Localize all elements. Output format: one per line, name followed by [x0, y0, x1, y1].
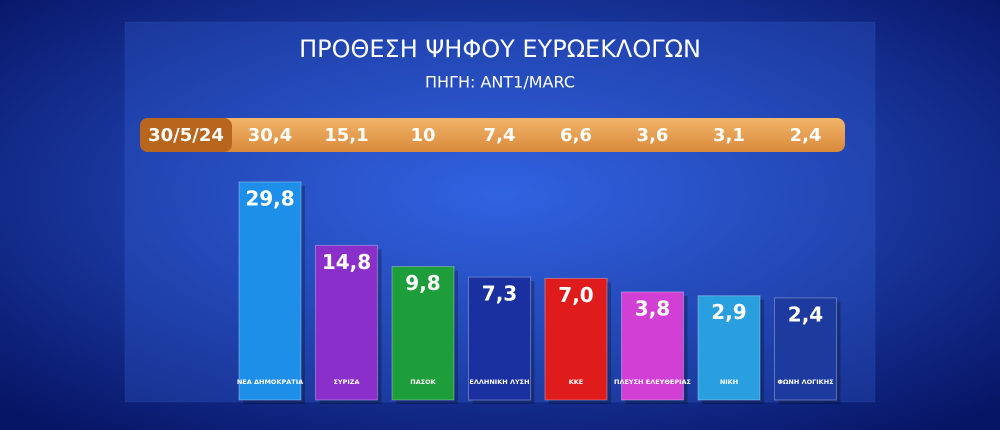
bar-value-label: 3,8 — [635, 296, 670, 320]
bar-value-label: 2,4 — [788, 302, 823, 326]
party-name: ΚΚΕ — [569, 378, 584, 386]
chart-subtitle: ΠΗΓΗ: ANT1/MARC — [425, 73, 575, 92]
previous-value: 10 — [410, 125, 435, 146]
bar-value-label: 7,3 — [482, 282, 517, 306]
previous-row — [140, 118, 845, 152]
bar — [697, 295, 761, 401]
previous-value: 30,4 — [248, 125, 292, 146]
bar-value-label: 7,0 — [558, 283, 593, 307]
party-name: ΝΕΑ ΔΗΜΟΚΡΑΤΙΑ — [237, 378, 303, 386]
previous-value: 3,6 — [637, 125, 669, 146]
bar — [544, 277, 608, 401]
previous-value: 2,4 — [790, 125, 822, 146]
bar — [315, 244, 378, 401]
bar-value-label: 14,8 — [322, 250, 371, 274]
previous-value: 3,1 — [713, 125, 745, 146]
previous-value: 15,1 — [324, 125, 368, 146]
previous-value: 6,6 — [560, 125, 592, 146]
party-name: ΦΩΝΗ ΛΟΓΙΚΗΣ — [777, 378, 833, 386]
previous-date-box — [140, 118, 232, 152]
party-name: ΕΛΛΗΝΙΚΗ ΛΥΣΗ — [469, 378, 529, 386]
bar-value-label: 2,9 — [711, 300, 746, 324]
party-name: ΠΛΕΥΣΗ ΕΛΕΥΘΕΡΙΑΣ — [614, 378, 691, 386]
bar — [774, 297, 837, 401]
party-name: ΠΑΣΟΚ — [410, 378, 436, 386]
bar — [468, 276, 531, 401]
bar-value-label: 9,8 — [405, 271, 440, 295]
party-name: ΝΙΚΗ — [720, 378, 738, 386]
bar — [238, 181, 302, 401]
party-name: ΣΥΡΙΖΑ — [333, 378, 359, 386]
bar-value-label: 29,8 — [245, 186, 294, 210]
bar — [391, 266, 455, 401]
bar — [621, 291, 684, 401]
previous-value: 7,4 — [484, 125, 516, 146]
previous-date: 30/5/24 — [148, 125, 224, 146]
chart-title: ΠΡΟΘΕΣΗ ΨΗΦΟΥ ΕΥΡΩΕΚΛΟΓΩΝ — [299, 35, 701, 63]
